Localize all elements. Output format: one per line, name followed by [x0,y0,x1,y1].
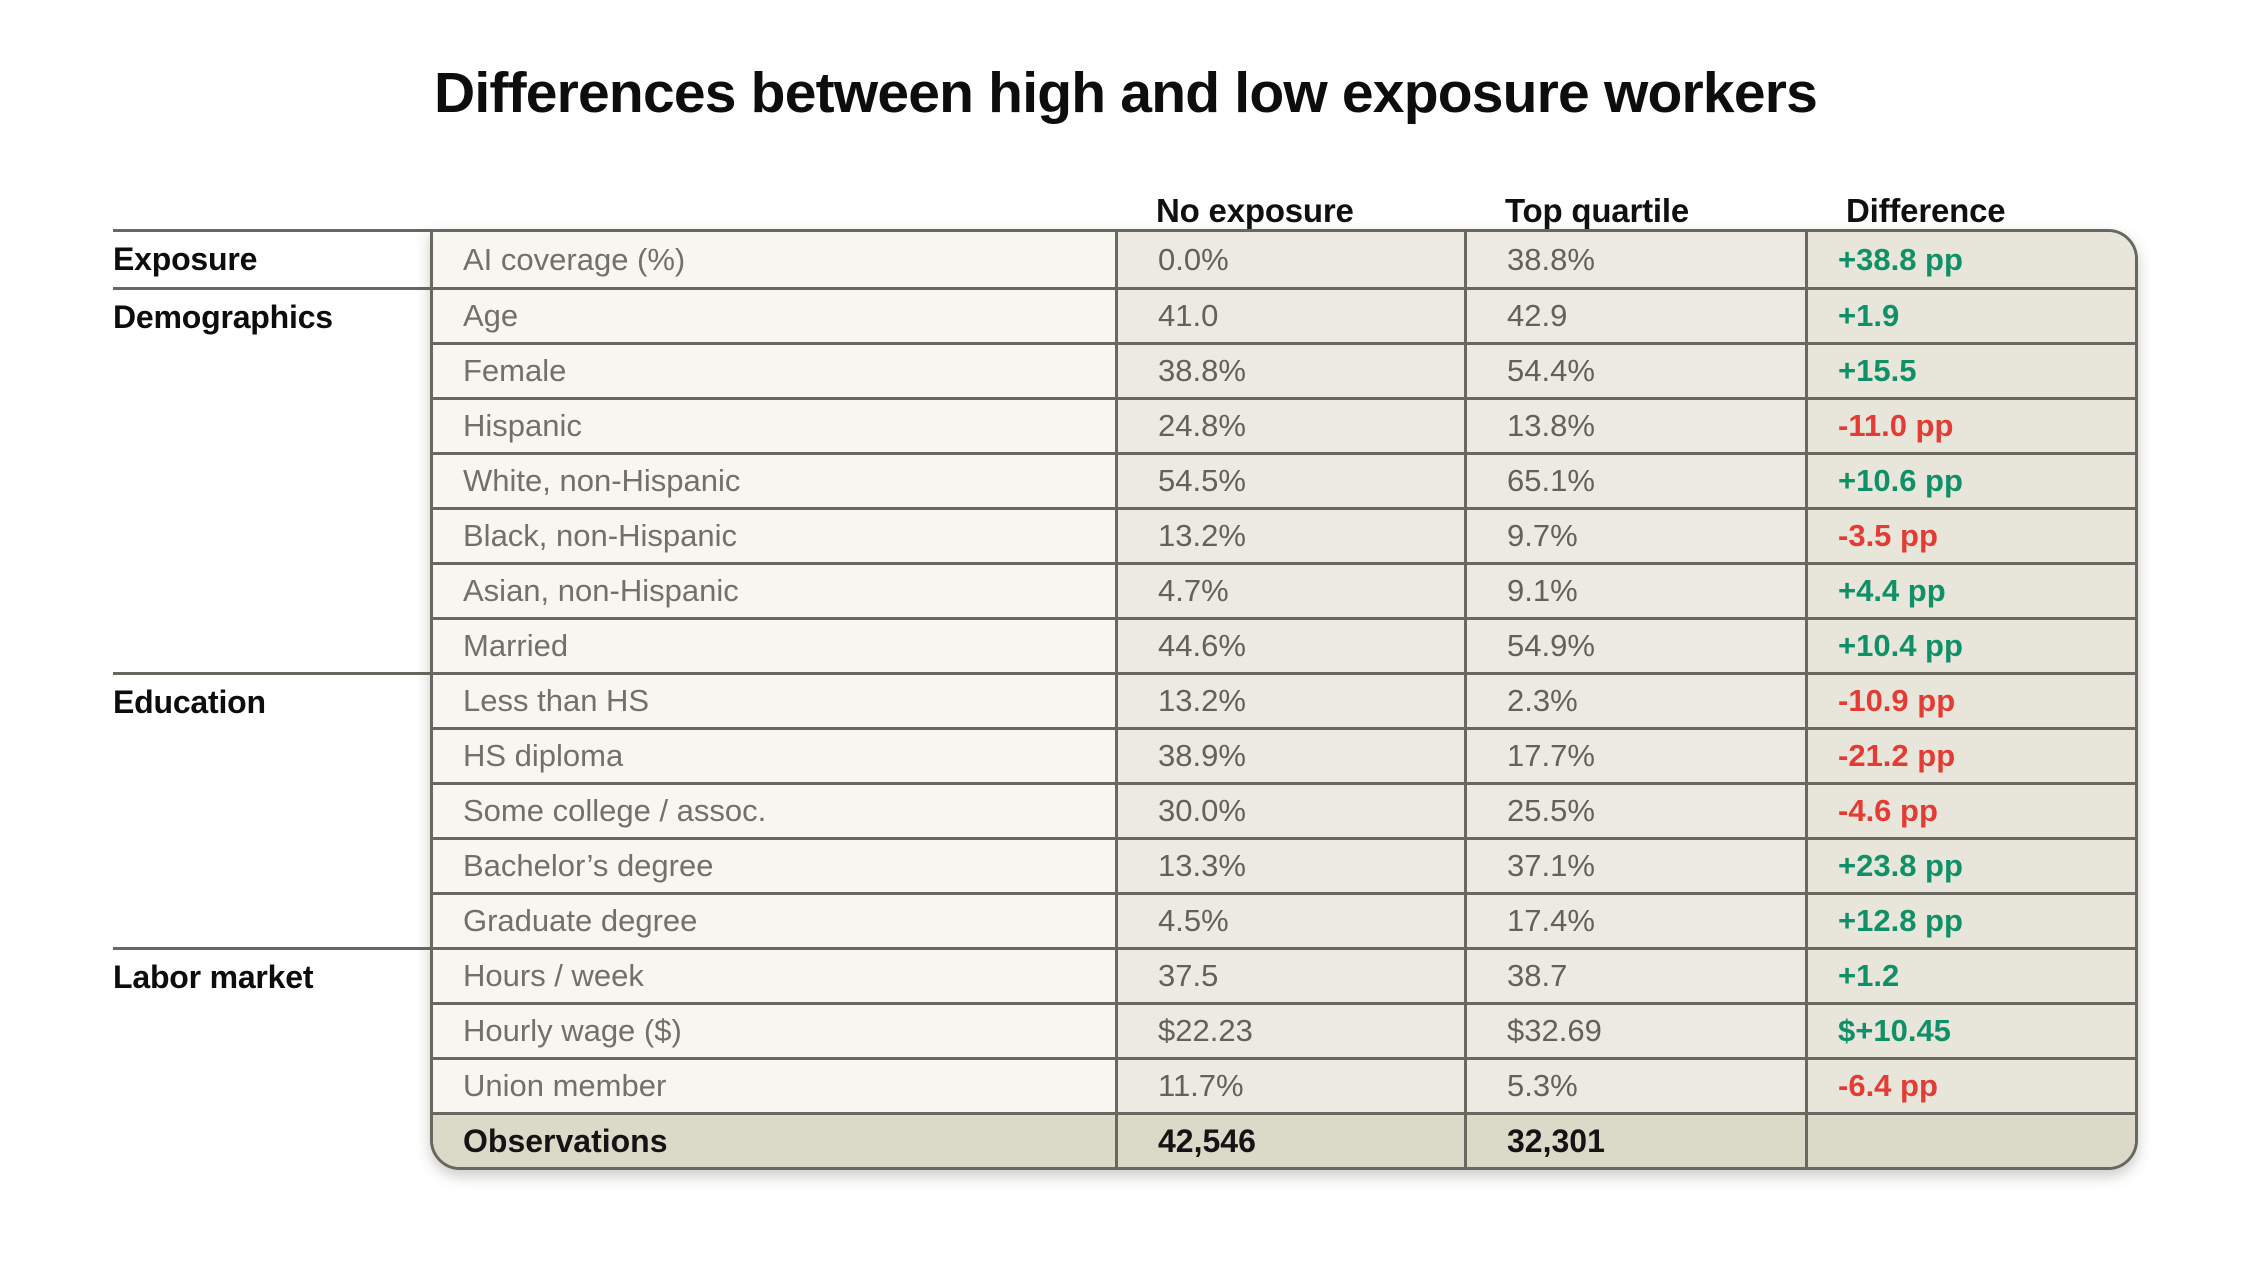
category-gutter: Exposure Demographics Education Labor ma… [113,229,430,1167]
cell-difference-bachelors-degree: +23.8 pp [1805,837,2135,892]
column-header-top-quartile: Top quartile [1505,192,1689,229]
row-label-hs-diploma: HS diploma [433,727,1115,782]
cell-difference-union-member: -6.4 pp [1805,1057,2135,1112]
cell-top-quartile-observations: 32,301 [1464,1112,1805,1167]
cell-difference-asian-non-hispanic: +4.4 pp [1805,562,2135,617]
row-label-asian-non-hispanic: Asian, non-Hispanic [433,562,1115,617]
cell-no-exposure-graduate-degree: 4.5% [1115,892,1464,947]
cell-no-exposure-observations: 42,546 [1115,1112,1464,1167]
cell-no-exposure-some-college: 30.0% [1115,782,1464,837]
cell-no-exposure-asian-non-hispanic: 4.7% [1115,562,1464,617]
data-table: AI coverage (%) 0.0% 38.8% +38.8 pp Age … [430,229,2138,1170]
row-label-union-member: Union member [433,1057,1115,1112]
category-block-demographics: Demographics [113,287,430,672]
cell-top-quartile-union-member: 5.3% [1464,1057,1805,1112]
cell-no-exposure-hours-week: 37.5 [1115,947,1464,1002]
category-block-labor-market: Labor market [113,947,430,1167]
cell-top-quartile-graduate-degree: 17.4% [1464,892,1805,947]
cell-difference-married: +10.4 pp [1805,617,2135,672]
cell-difference-hispanic: -11.0 pp [1805,397,2135,452]
cell-no-exposure-black-non-hispanic: 13.2% [1115,507,1464,562]
column-header-no-exposure: No exposure [1156,192,1354,229]
cell-no-exposure-hs-diploma: 38.9% [1115,727,1464,782]
cell-top-quartile-asian-non-hispanic: 9.1% [1464,562,1805,617]
row-label-hours-week: Hours / week [433,947,1115,1002]
cell-top-quartile-age: 42.9 [1464,287,1805,342]
cell-difference-ai-coverage: +38.8 pp [1805,232,2135,287]
cell-difference-observations [1805,1112,2135,1167]
cell-no-exposure-ai-coverage: 0.0% [1115,232,1464,287]
category-block-education: Education [113,672,430,947]
cell-top-quartile-black-non-hispanic: 9.7% [1464,507,1805,562]
cell-difference-age: +1.9 [1805,287,2135,342]
cell-no-exposure-hourly-wage: $22.23 [1115,1002,1464,1057]
row-label-female: Female [433,342,1115,397]
row-label-age: Age [433,287,1115,342]
category-label-education: Education [113,684,266,720]
cell-top-quartile-hourly-wage: $32.69 [1464,1002,1805,1057]
row-label-hispanic: Hispanic [433,397,1115,452]
row-label-some-college: Some college / assoc. [433,782,1115,837]
cell-no-exposure-less-than-hs: 13.2% [1115,672,1464,727]
cell-top-quartile-less-than-hs: 2.3% [1464,672,1805,727]
cell-top-quartile-married: 54.9% [1464,617,1805,672]
row-label-ai-coverage: AI coverage (%) [433,232,1115,287]
category-label-exposure: Exposure [113,241,258,277]
cell-no-exposure-age: 41.0 [1115,287,1464,342]
cell-top-quartile-hours-week: 38.7 [1464,947,1805,1002]
cell-no-exposure-bachelors-degree: 13.3% [1115,837,1464,892]
cell-difference-female: +15.5 [1805,342,2135,397]
cell-no-exposure-female: 38.8% [1115,342,1464,397]
cell-difference-graduate-degree: +12.8 pp [1805,892,2135,947]
cell-top-quartile-hispanic: 13.8% [1464,397,1805,452]
cell-top-quartile-female: 54.4% [1464,342,1805,397]
row-label-black-non-hispanic: Black, non-Hispanic [433,507,1115,562]
category-block-exposure: Exposure [113,229,430,287]
category-label-labor-market: Labor market [113,959,314,995]
page-title: Differences between high and low exposur… [433,61,1818,125]
row-label-bachelors-degree: Bachelor’s degree [433,837,1115,892]
cell-top-quartile-bachelors-degree: 37.1% [1464,837,1805,892]
cell-difference-less-than-hs: -10.9 pp [1805,672,2135,727]
cell-difference-black-non-hispanic: -3.5 pp [1805,507,2135,562]
cell-no-exposure-married: 44.6% [1115,617,1464,672]
cell-difference-hs-diploma: -21.2 pp [1805,727,2135,782]
row-label-hourly-wage: Hourly wage ($) [433,1002,1115,1057]
cell-difference-hourly-wage: $+10.45 [1805,1002,2135,1057]
cell-no-exposure-hispanic: 24.8% [1115,397,1464,452]
cell-no-exposure-white-non-hispanic: 54.5% [1115,452,1464,507]
row-label-married: Married [433,617,1115,672]
row-label-white-non-hispanic: White, non-Hispanic [433,452,1115,507]
cell-top-quartile-ai-coverage: 38.8% [1464,232,1805,287]
row-label-graduate-degree: Graduate degree [433,892,1115,947]
column-header-difference: Difference [1846,192,2006,229]
cell-top-quartile-hs-diploma: 17.7% [1464,727,1805,782]
cell-difference-some-college: -4.6 pp [1805,782,2135,837]
cell-top-quartile-white-non-hispanic: 65.1% [1464,452,1805,507]
cell-no-exposure-union-member: 11.7% [1115,1057,1464,1112]
row-label-less-than-hs: Less than HS [433,672,1115,727]
cell-top-quartile-some-college: 25.5% [1464,782,1805,837]
cell-difference-white-non-hispanic: +10.6 pp [1805,452,2135,507]
category-label-demographics: Demographics [113,299,333,335]
row-label-observations: Observations [433,1112,1115,1167]
cell-difference-hours-week: +1.2 [1805,947,2135,1002]
